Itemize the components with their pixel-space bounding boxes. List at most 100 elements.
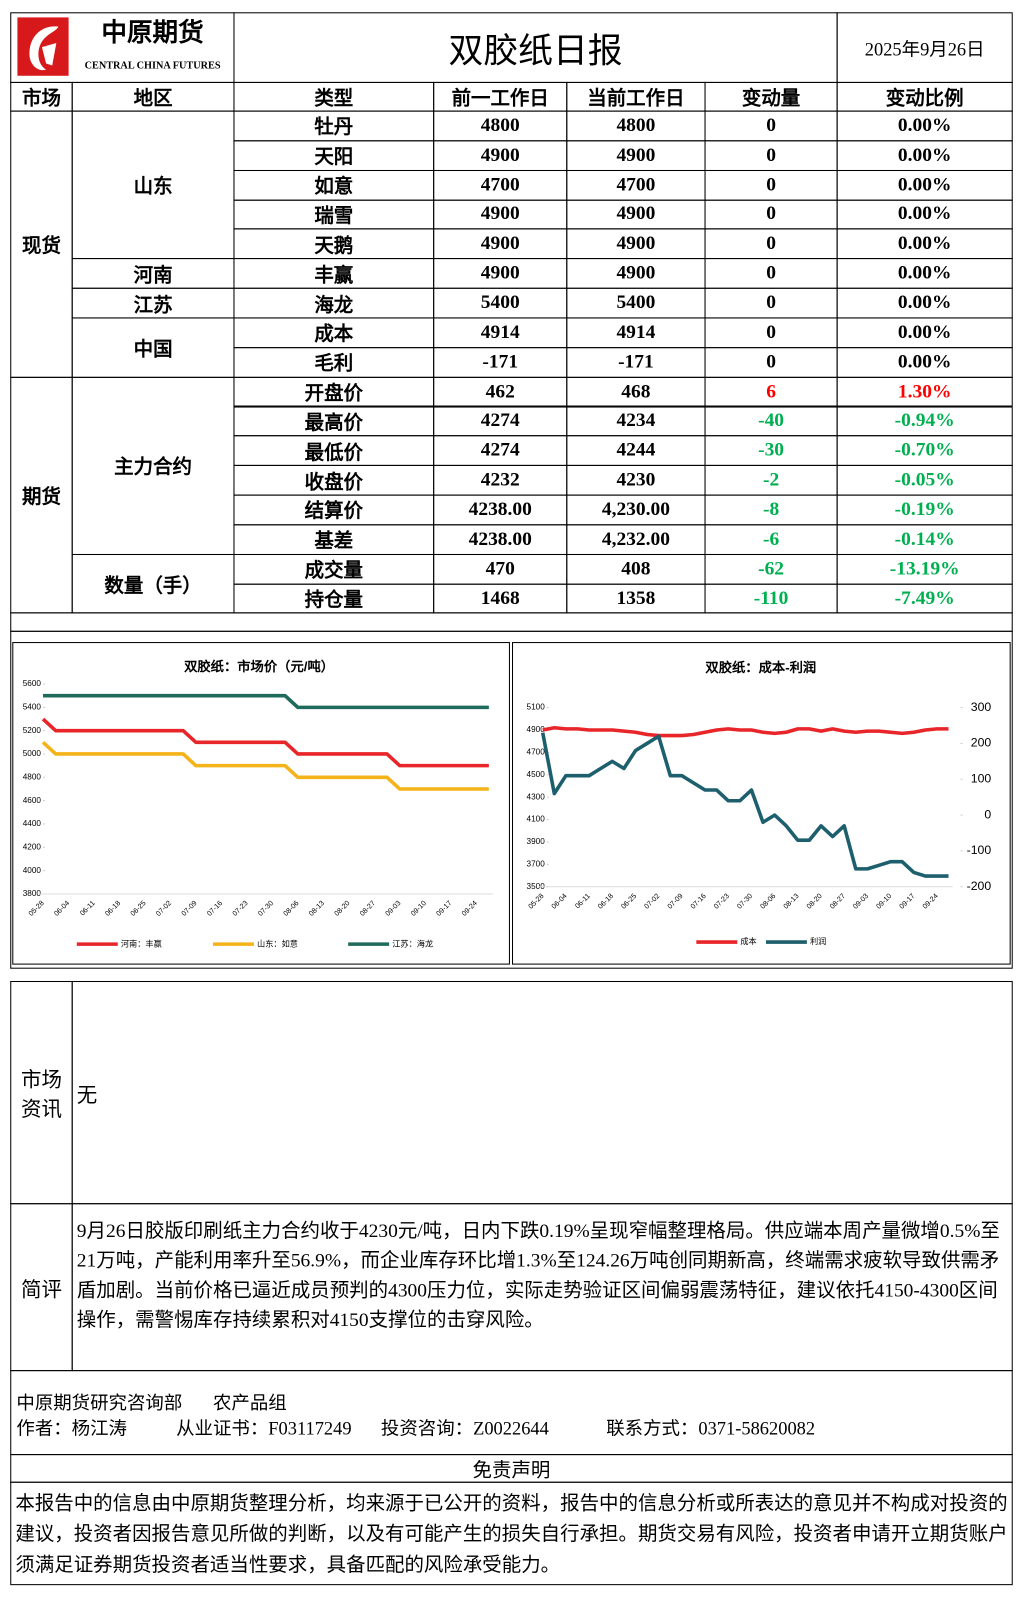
- change: -8: [704, 494, 838, 526]
- change-pct: 0.00%: [836, 169, 1013, 201]
- current-value: 4900: [566, 228, 706, 260]
- change: -40: [704, 406, 838, 437]
- prev-value: 4238.00: [433, 524, 568, 555]
- current-value: 4900: [566, 258, 706, 289]
- region: 山东: [71, 110, 235, 260]
- spacer-row: [10, 612, 1013, 632]
- market: 现货: [10, 110, 73, 378]
- change: -110: [704, 583, 838, 614]
- change: 0: [704, 346, 838, 378]
- region: 中国: [71, 317, 235, 378]
- change: 0: [704, 287, 838, 319]
- current-value: 4900: [566, 140, 706, 171]
- logo-cell: 中原期货 CENTRAL CHINA FUTURES: [10, 12, 235, 83]
- change-pct: -0.14%: [836, 524, 1013, 555]
- change: -62: [704, 553, 838, 585]
- logo-swoosh: [41, 43, 57, 66]
- prev-value: 4900: [433, 228, 568, 260]
- current-value: 4914: [566, 317, 706, 348]
- current-value: 4700: [566, 169, 706, 201]
- prev-value: 4274: [433, 406, 568, 437]
- change: 0: [704, 228, 838, 260]
- change-pct: 0.00%: [836, 287, 1013, 319]
- current-value: 4,232.00: [566, 524, 706, 555]
- column-header: 类型: [233, 81, 435, 112]
- type: 如意: [233, 169, 435, 201]
- comment-label: 简评: [10, 1203, 73, 1372]
- type: 开盘价: [233, 376, 435, 408]
- change: -6: [704, 524, 838, 555]
- prev-value: 4800: [433, 110, 568, 142]
- prev-value: 4274: [433, 435, 568, 467]
- current-value: 1358: [566, 583, 706, 614]
- type: 牡丹: [233, 110, 435, 142]
- current-value: 4234: [566, 406, 706, 437]
- change: 0: [704, 258, 838, 289]
- current-value: 4,230.00: [566, 494, 706, 526]
- logo-text: 中原期货: [101, 17, 203, 48]
- prev-value: 4900: [433, 140, 568, 171]
- change-pct: 0.00%: [836, 317, 1013, 348]
- report-title: 双胶纸日报: [233, 12, 838, 83]
- prev-value: -171: [433, 346, 568, 378]
- column-header: 地区: [71, 81, 235, 112]
- type: 收盘价: [233, 465, 435, 496]
- region: 河南: [71, 258, 235, 289]
- change: 0: [704, 110, 838, 142]
- region: 主力合约: [71, 376, 235, 555]
- change-pct: -0.05%: [836, 465, 1013, 496]
- type: 成本: [233, 317, 435, 348]
- footer-author: 作者：杨江涛: [16, 1418, 127, 1439]
- current-value: 4800: [566, 110, 706, 142]
- change-pct: 0.00%: [836, 199, 1013, 230]
- type: 最高价: [233, 406, 435, 437]
- current-value: -171: [566, 346, 706, 378]
- logo-swoosh: [29, 26, 59, 71]
- type: 海龙: [233, 287, 435, 319]
- logo-mark: [17, 17, 69, 76]
- change-pct: 0.00%: [836, 140, 1013, 171]
- column-header: 市场: [10, 81, 73, 112]
- region: 数量（手）: [71, 553, 235, 614]
- change: 0: [704, 199, 838, 230]
- change-pct: 0.00%: [836, 228, 1013, 260]
- current-value: 5400: [566, 287, 706, 319]
- region: 江苏: [71, 287, 235, 319]
- prev-value: 4900: [433, 199, 568, 230]
- column-header: 变动量: [704, 81, 838, 112]
- current-value: 4230: [566, 465, 706, 496]
- footer-dept: 中原期货研究咨询部: [16, 1392, 183, 1414]
- prev-value: 4232: [433, 465, 568, 496]
- logo: 中原期货 CENTRAL CHINA FUTURES: [17, 17, 221, 76]
- type: 瑞雪: [233, 199, 435, 230]
- current-value: 468: [566, 376, 706, 408]
- footer-contact: 联系方式：0371-58620082: [606, 1418, 816, 1439]
- change-pct: -0.19%: [836, 494, 1013, 526]
- change-pct: 1.30%: [836, 376, 1013, 408]
- type: 毛利: [233, 346, 435, 378]
- prev-value: 4700: [433, 169, 568, 201]
- chart-box: [12, 642, 510, 965]
- change: 0: [704, 169, 838, 201]
- footer-group: 农产品组: [212, 1392, 287, 1414]
- chart-box: [512, 642, 1011, 965]
- type: 成交量: [233, 553, 435, 585]
- comment-text: 9月26日胶版印刷纸主力合约收于4230元/吨，日内下跌0.19%呈现窄幅整理格…: [71, 1203, 1013, 1372]
- footer-advisory: 投资咨询：Z0022644: [380, 1418, 549, 1439]
- change: 0: [704, 317, 838, 348]
- type: 天鹅: [233, 228, 435, 260]
- prev-value: 4238.00: [433, 494, 568, 526]
- column-header: 前一工作日: [433, 81, 568, 112]
- logo-english: CENTRAL CHINA FUTURES: [85, 61, 221, 72]
- type: 天阳: [233, 140, 435, 171]
- current-value: 4244: [566, 435, 706, 467]
- prev-value: 470: [433, 553, 568, 585]
- prev-value: 5400: [433, 287, 568, 319]
- type: 丰赢: [233, 258, 435, 289]
- disclaimer-text: 本报告中的信息由中原期货整理分析，均来源于已公开的资料，报告中的信息分析或所表达…: [10, 1481, 1013, 1586]
- change-pct: -7.49%: [836, 583, 1013, 614]
- prev-value: 4900: [433, 258, 568, 289]
- disclaimer-title: 免责声明: [10, 1454, 1013, 1483]
- change-pct: -13.19%: [836, 553, 1013, 585]
